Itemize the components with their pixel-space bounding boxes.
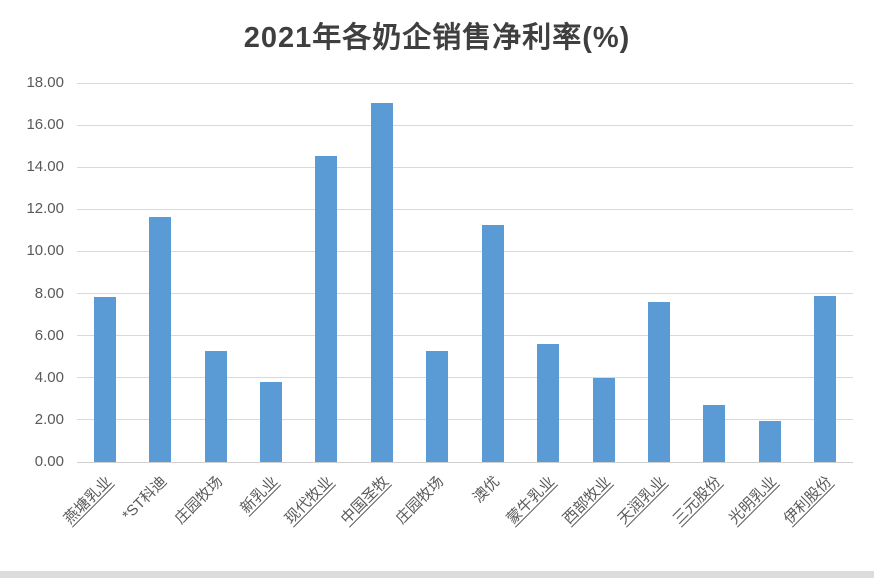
x-axis-category-label: 燕塘乳业 — [60, 473, 115, 528]
gridline — [77, 82, 853, 84]
x-axis-category-label: *ST科迪 — [119, 473, 171, 525]
bar — [703, 405, 726, 462]
x-axis-category-label: 西部牧业 — [559, 473, 614, 528]
bar — [537, 344, 560, 462]
bar — [648, 301, 670, 462]
bar — [814, 295, 837, 462]
plot-area — [77, 82, 853, 463]
y-axis-tick-label: 6.00 — [34, 326, 64, 344]
x-axis-category-label: 澳优 — [469, 473, 503, 507]
y-axis-tick-label: 0.00 — [34, 453, 64, 470]
x-axis-category-label: 新乳业 — [237, 473, 282, 517]
bar — [260, 381, 282, 462]
y-axis-tick-label: 18.00 — [26, 74, 64, 91]
y-axis-tick-label: 4.00 — [34, 368, 64, 386]
gridline — [77, 250, 853, 252]
x-axis-category-label: 庄园牧场 — [171, 473, 226, 528]
bar — [315, 155, 338, 462]
y-axis-tick-label: 8.00 — [34, 284, 64, 302]
x-axis-category-label: 光明乳业 — [725, 473, 780, 528]
bar — [758, 420, 781, 462]
bar — [592, 377, 615, 462]
bar — [370, 103, 393, 462]
bar — [204, 351, 227, 462]
x-axis-category-label: 三元股份 — [670, 473, 725, 528]
gridline — [77, 166, 853, 168]
y-axis-tick-label: 16.00 — [26, 116, 64, 134]
bottom-strip — [0, 571, 874, 578]
y-axis-tick-label: 12.00 — [26, 200, 64, 218]
x-axis-line — [77, 462, 853, 463]
bar — [93, 296, 116, 462]
bar — [149, 216, 172, 462]
gridline — [77, 377, 853, 379]
gridline — [77, 208, 853, 210]
x-axis-category-label: 现代牧业 — [282, 473, 337, 528]
x-axis-category-label: 中国圣牧 — [337, 473, 392, 528]
gridline — [77, 293, 853, 295]
bar — [426, 351, 449, 462]
gridline — [77, 419, 853, 421]
y-axis-tick-label: 10.00 — [26, 242, 64, 260]
x-axis-category-label: 蒙牛乳业 — [503, 473, 559, 528]
gridline — [77, 335, 853, 337]
x-axis-category-label: 庄园牧场 — [392, 473, 448, 528]
x-axis-category-label: 天润乳业 — [614, 473, 670, 528]
gridline — [77, 124, 853, 126]
y-axis-tick-label: 2.00 — [34, 410, 64, 428]
bar — [481, 225, 504, 462]
y-axis-tick-label: 14.00 — [26, 158, 64, 176]
chart-title: 2021年各奶企销售净利率(%) — [243, 22, 631, 54]
x-axis-category-label: 伊利股份 — [780, 473, 836, 528]
